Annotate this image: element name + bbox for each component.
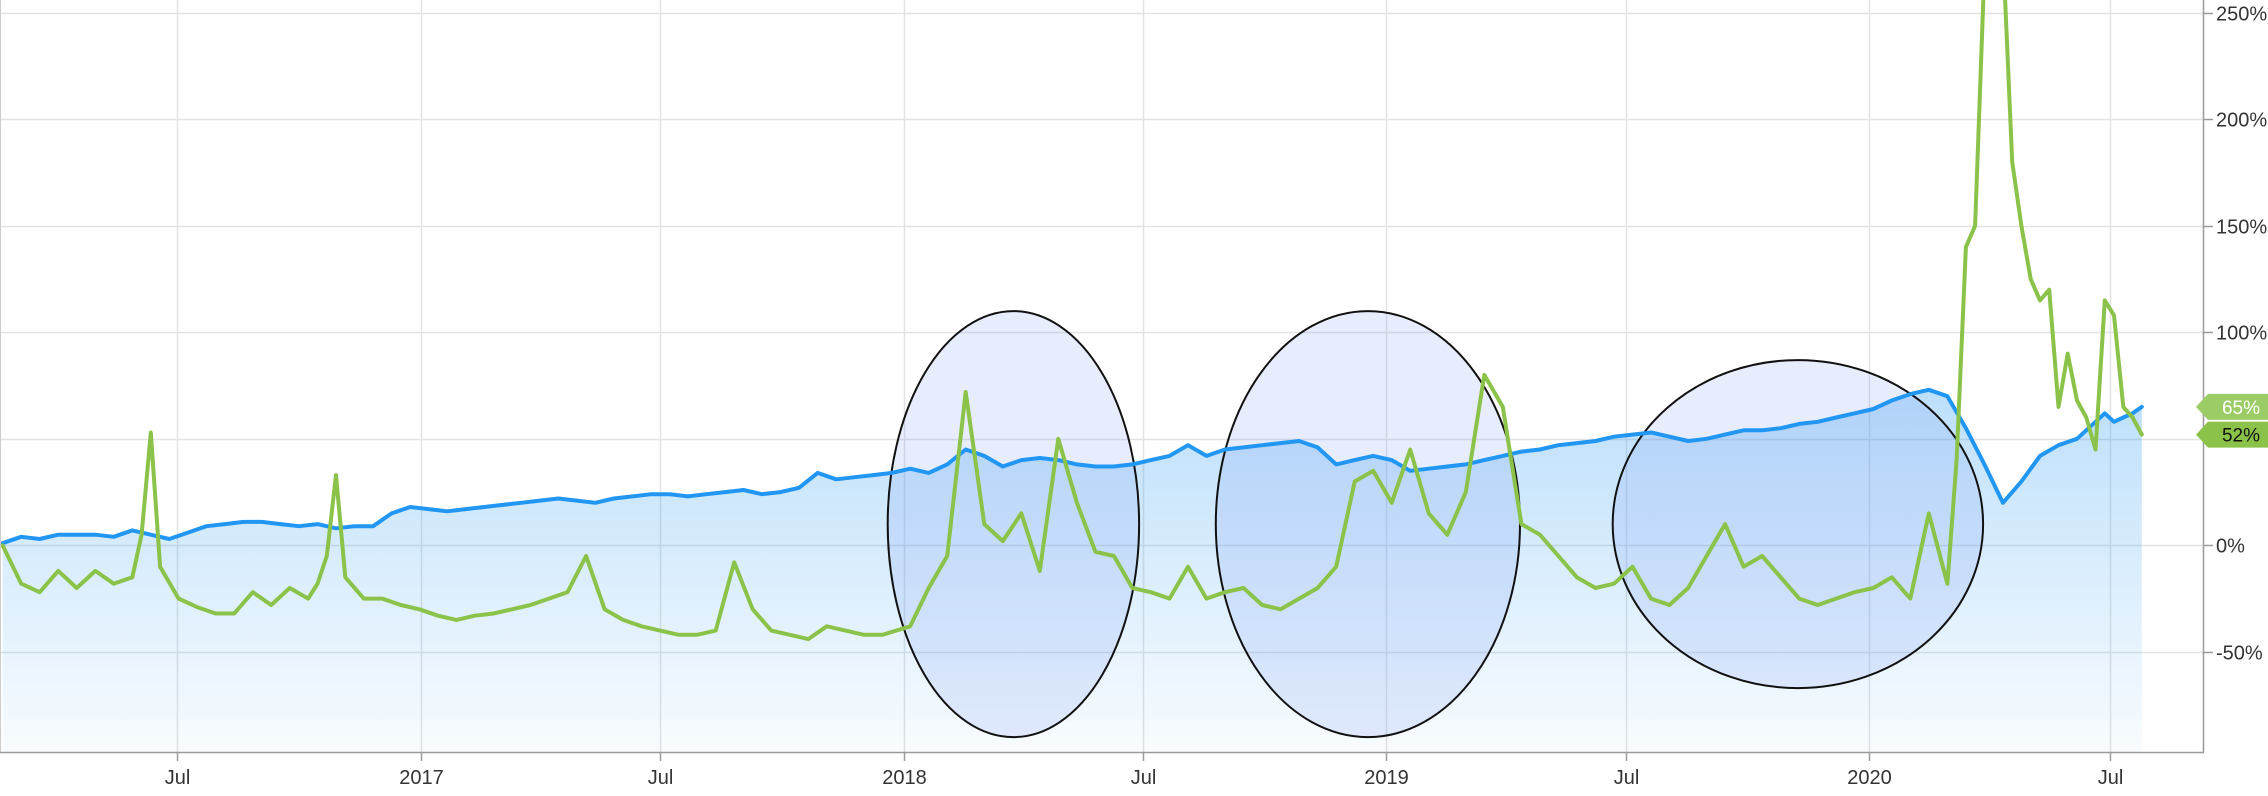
y-tick-label: 0%	[2216, 536, 2245, 558]
end-label-flag	[2196, 421, 2268, 448]
series-area-blue	[2, 389, 2142, 752]
y-tick-label: 250%	[2216, 4, 2267, 26]
end-label-green: 52%	[2196, 421, 2268, 448]
x-tick-label: 2018	[882, 767, 927, 789]
series-lines	[0, 0, 2144, 642]
y-tick-label: 200%	[2216, 110, 2267, 132]
x-tick-label: 2017	[399, 767, 444, 789]
end-label-blue: 65%	[2196, 393, 2268, 420]
end-label-text: 52%	[2222, 426, 2260, 447]
x-axis-ticks: Jul 2017 Jul 2018 Jul 2019 Jul 2020 Jul	[165, 752, 2124, 789]
y-tick-label: 150%	[2216, 217, 2267, 239]
x-tick-label: Jul	[2098, 767, 2124, 789]
y-tick-label: -50%	[2216, 643, 2263, 665]
x-tick-label: Jul	[1131, 767, 1157, 789]
y-axis-ticks: -50%0%50%100%150%200%250%	[2204, 4, 2267, 665]
x-tick-label: 2019	[1364, 767, 1409, 789]
series-line-green	[0, 0, 2144, 642]
end-label-text: 65%	[2222, 398, 2260, 419]
x-tick-label: Jul	[648, 767, 674, 789]
y-tick-label: 100%	[2216, 323, 2267, 345]
annotation-ellipse	[1214, 310, 1522, 739]
series-line-blue	[0, 387, 2144, 546]
x-tick-label: Jul	[1614, 767, 1640, 789]
annotation-ellipse	[1611, 359, 1985, 690]
x-tick-label: 2020	[1847, 767, 1892, 789]
series-end-labels: 65%52%	[2196, 393, 2268, 448]
end-label-flag	[2196, 393, 2268, 420]
x-tick-label: Jul	[165, 767, 191, 789]
ellipse-annotations	[886, 310, 1985, 739]
series-area-fills	[2, 389, 2142, 752]
